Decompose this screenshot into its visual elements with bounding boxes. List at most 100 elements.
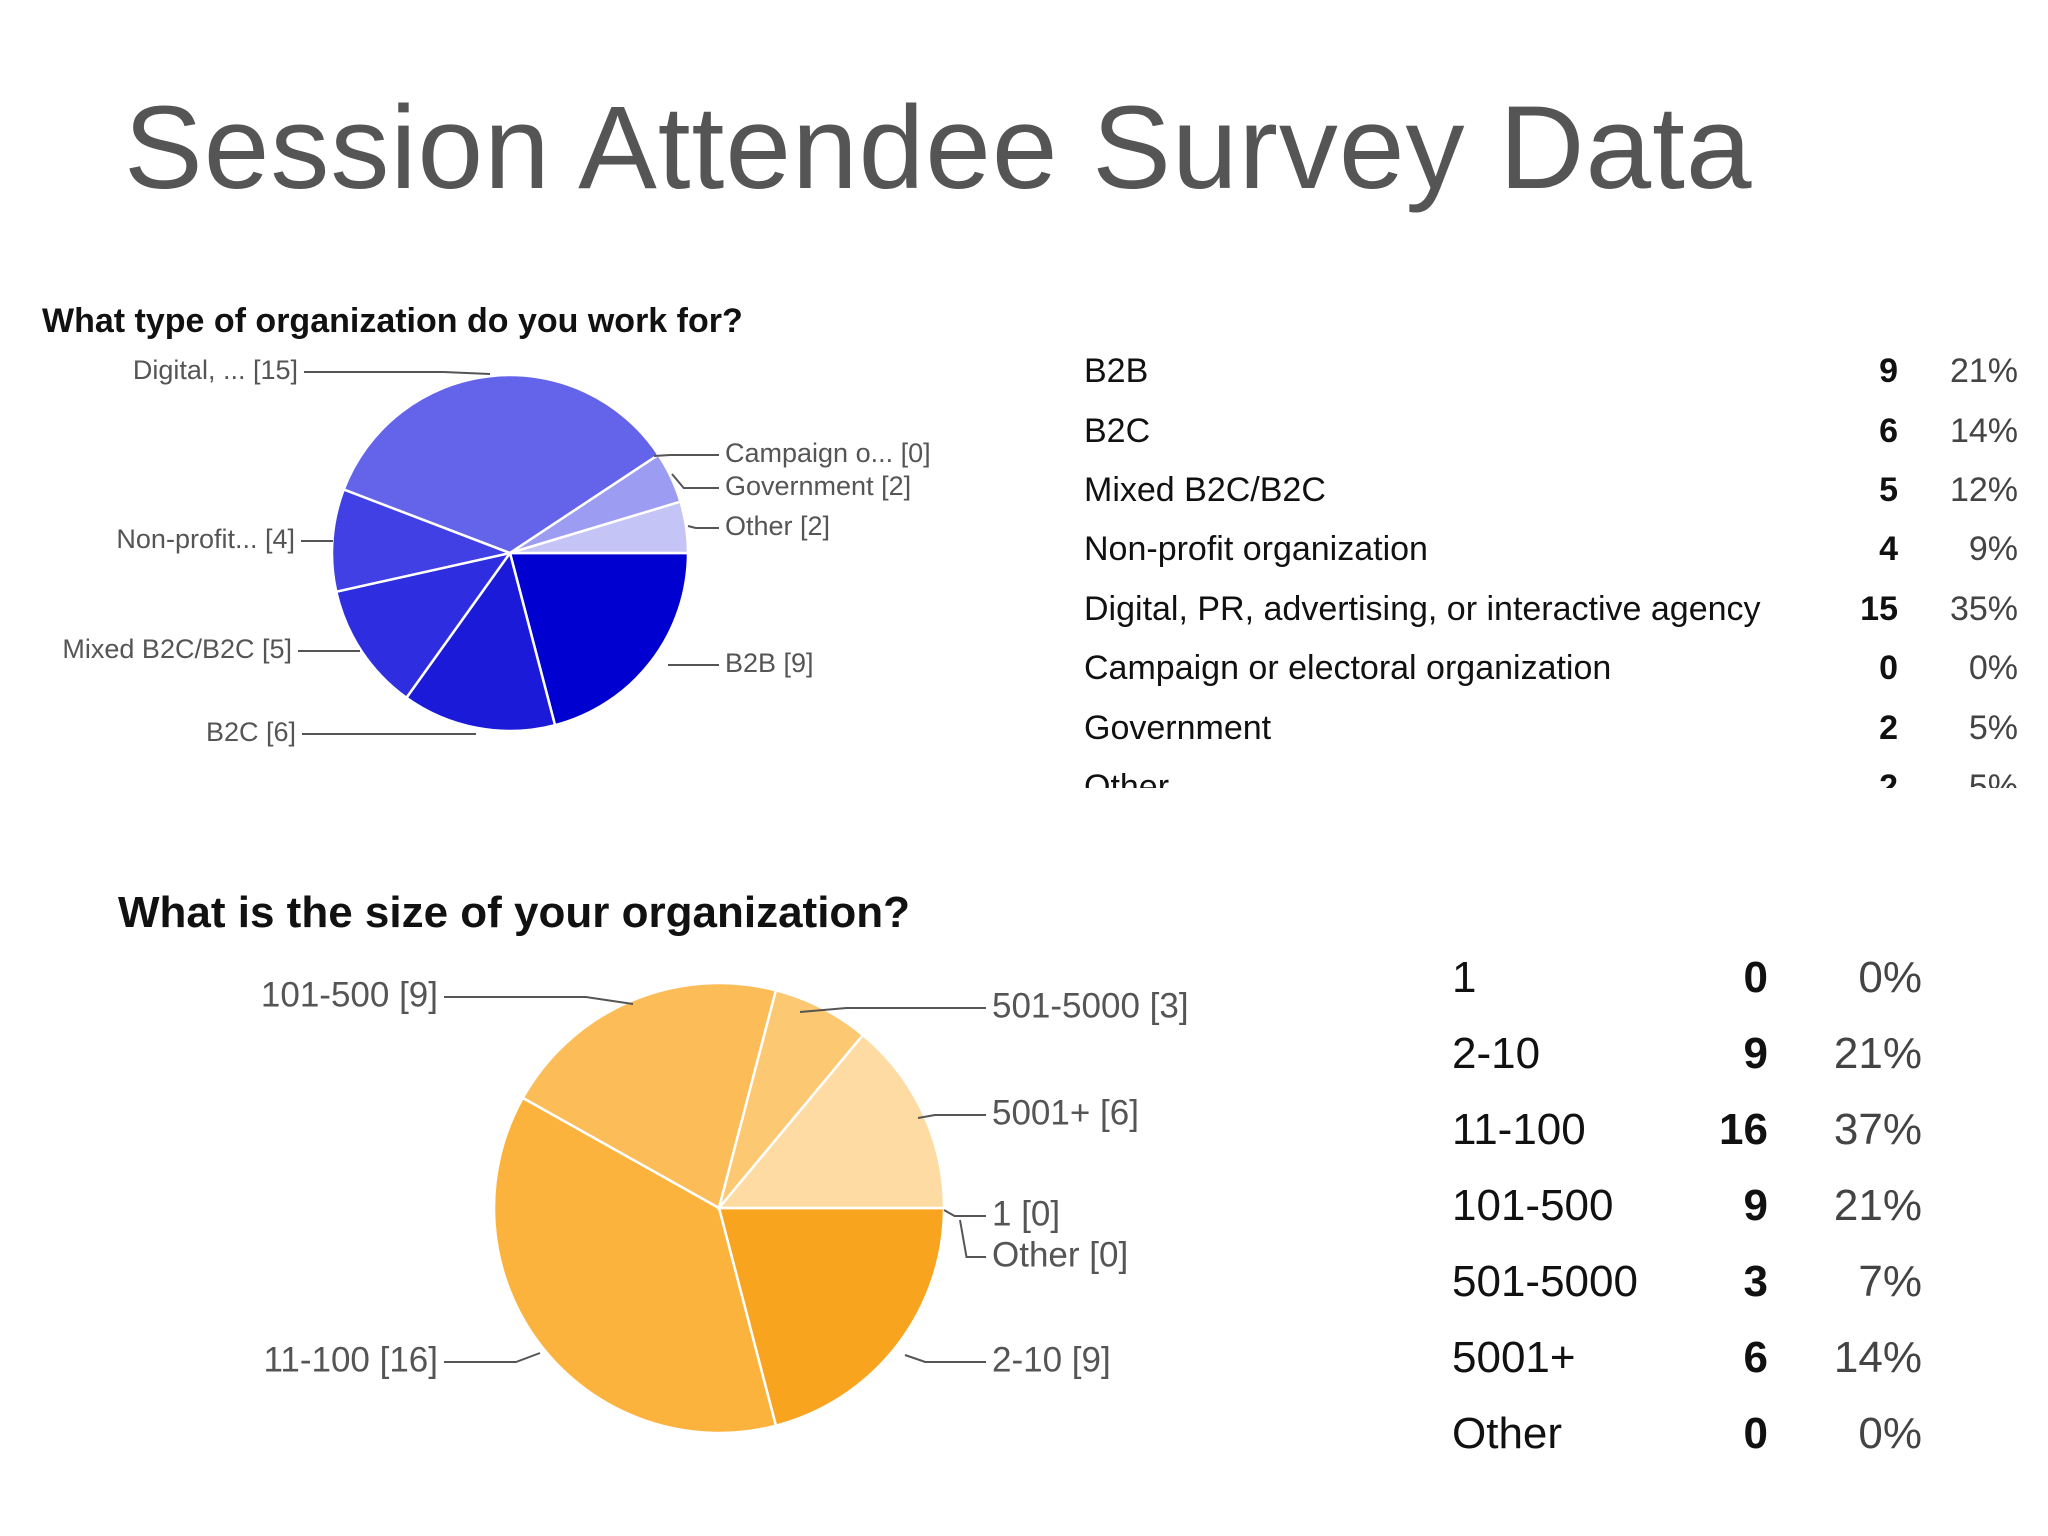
org-size-table-count: 3 — [1743, 1257, 1768, 1306]
org-type-table-row: Mixed B2C/B2C 5 12% — [1084, 461, 2018, 520]
org-size-table-count: 0 — [1743, 953, 1768, 1002]
org-type-leader-line-other — [687, 525, 719, 529]
org-type-chart-title: What type of organization do you work fo… — [42, 302, 743, 340]
org-type-table-row: B2B 9 21% — [1084, 342, 2018, 401]
org-size-table-label: 1 — [1452, 953, 1477, 1002]
org-type-table-label: Campaign or electoral organization — [1084, 649, 1612, 688]
org-size-table-percent: 0% — [1858, 1409, 1922, 1458]
org-size-table-row: 101-500 9 21% — [1452, 1168, 1922, 1244]
org-type-table-percent: 5% — [1968, 767, 2018, 788]
org-size-slice-label-11-100: 11-100 [16] — [264, 1340, 439, 1379]
org-size-table-percent: 14% — [1833, 1333, 1922, 1382]
org-type-table: B2B 9 21% B2C 6 14% Mixed B2C/B2C 5 12% Non-profi… — [1084, 342, 2018, 788]
org-size-table-row: 5001+ 6 14% — [1452, 1320, 1922, 1396]
org-type-table-count: 0 — [1879, 649, 1898, 688]
org-size-table-label: 2-10 — [1452, 1029, 1541, 1078]
org-size-table-percent: 21% — [1833, 1181, 1922, 1230]
org-size-table-label: Other — [1452, 1409, 1563, 1458]
org-size-table-label: 101-500 — [1452, 1181, 1614, 1230]
org-size-table-count: 9 — [1743, 1029, 1768, 1078]
org-size-slice-label-2-10: 2-10 [9] — [992, 1340, 1111, 1379]
org-type-table-row: Non-profit organization 4 9% — [1084, 520, 2018, 579]
org-size-table-row: 2-10 9 21% — [1452, 1016, 1922, 1092]
org-size-leader-line-501-5000 — [799, 1007, 986, 1013]
org-size-table-count: 0 — [1743, 1409, 1768, 1458]
org-size-leader-line-2-10 — [904, 1354, 986, 1363]
org-type-slice-label-b2c: B2C [6] — [206, 717, 296, 747]
org-type-table-count: 9 — [1879, 352, 1898, 391]
org-type-table-percent: 21% — [1949, 352, 2018, 391]
org-size-slice-5001 — [716, 1033, 946, 1210]
org-size-table-row: 11-100 16 37% — [1452, 1092, 1922, 1168]
org-size-leader-line-1 — [943, 1209, 986, 1217]
org-size-slice-2-10 — [717, 1206, 946, 1428]
org-type-slice-digital-pr-advertising-or-interactive-agency — [342, 373, 661, 555]
org-type-table-percent: 35% — [1949, 589, 2018, 628]
org-type-leader-line-government — [671, 473, 719, 489]
org-size-table-label: 501-5000 — [1452, 1257, 1638, 1306]
org-type-table-label: Government — [1084, 708, 1272, 747]
org-type-table-count: 2 — [1879, 767, 1898, 788]
org-type-slice-mixed-b2c-b2c — [334, 551, 513, 700]
org-size-table-percent: 21% — [1833, 1029, 1922, 1078]
org-type-table-label: B2B — [1084, 352, 1149, 391]
org-size-table-row: 501-5000 3 7% — [1452, 1244, 1922, 1320]
org-type-table-label: Non-profit organization — [1084, 530, 1428, 569]
org-size-leader-line-11-100 — [444, 1352, 541, 1363]
org-type-slice-b2b — [508, 551, 690, 727]
org-size-table-count: 9 — [1743, 1181, 1768, 1230]
org-type-table-label: Mixed B2C/B2C — [1084, 470, 1326, 509]
org-size-slice-label-5001: 5001+ [6] — [992, 1093, 1139, 1132]
org-size-table-percent: 37% — [1833, 1105, 1922, 1154]
org-type-leader-line-digital-pr-advertising-or-interactive-agency — [304, 371, 491, 375]
org-size-table: 1 0 0% 2-10 9 21% 11-100 16 37% 101-500 9 21% 501-50… — [1452, 940, 1922, 1470]
org-size-slice-label-501-5000: 501-5000 [3] — [992, 986, 1189, 1025]
org-size-table-row: Other 0 0% — [1452, 1396, 1922, 1470]
org-size-leader-line-101-500 — [444, 996, 634, 1005]
org-type-slice-label-campaign-or-electoral-organization: Campaign o... [0] — [725, 438, 931, 468]
org-type-slice-label-digital-pr-advertising-or-interactive-agency: Digital, ... [15] — [133, 355, 298, 385]
org-type-leader-line-campaign-or-electoral-organization — [653, 454, 719, 457]
org-size-table-percent: 7% — [1858, 1257, 1922, 1306]
org-type-table-percent: 9% — [1968, 530, 2018, 569]
org-size-table-label: 11-100 — [1452, 1105, 1586, 1154]
org-type-table-count: 4 — [1879, 530, 1898, 569]
org-type-slice-label-b2b: B2B [9] — [725, 648, 814, 678]
org-type-table-percent: 14% — [1949, 411, 2018, 450]
org-type-table-count: 6 — [1879, 411, 1898, 450]
org-type-table-percent: 5% — [1968, 708, 2018, 747]
org-type-table-row: Government 2 5% — [1084, 698, 2018, 757]
org-size-table-count: 6 — [1743, 1333, 1768, 1382]
org-type-pie-chart: B2B [9] B2C [6] Mixed B2C/B2C [5] Non-profi… — [62, 355, 931, 747]
org-type-slice-label-mixed-b2c-b2c: Mixed B2C/B2C [5] — [62, 634, 292, 664]
org-type-slice-label-non-profit-organization: Non-profit... [4] — [116, 524, 295, 554]
org-type-table-count: 2 — [1879, 708, 1898, 747]
org-type-slice-label-other: Other [2] — [725, 511, 830, 541]
org-size-table-row: 1 0 0% — [1452, 940, 1922, 1016]
org-size-slice-label-1: 1 [0] — [992, 1194, 1060, 1233]
slide-title: Session Attendee Survey Data — [124, 82, 1753, 214]
org-type-table-row: B2C 6 14% — [1084, 401, 2018, 460]
org-type-table-label: Digital, PR, advertising, or interactive… — [1084, 589, 1761, 628]
org-type-table-percent: 0% — [1968, 649, 2018, 688]
org-type-table-count: 15 — [1860, 589, 1898, 628]
org-type-table-container: B2B 9 21% B2C 6 14% Mixed B2C/B2C 5 12% Non-profi… — [1084, 342, 2048, 788]
org-size-table-container: 1 0 0% 2-10 9 21% 11-100 16 37% 101-500 9 21% 501-50… — [1452, 940, 2048, 1470]
org-size-leader-line-5001 — [917, 1114, 986, 1119]
org-size-slice-101-500 — [521, 981, 778, 1210]
org-size-table-label: 5001+ — [1452, 1333, 1576, 1382]
org-type-table-label: Other — [1084, 767, 1170, 788]
org-type-table-row: Other 2 5% — [1084, 758, 2018, 788]
org-size-table-percent: 0% — [1858, 953, 1922, 1002]
org-size-slice-label-101-500: 101-500 [9] — [261, 975, 438, 1014]
org-type-slice-label-government: Government [2] — [725, 471, 911, 501]
org-size-table-count: 16 — [1719, 1105, 1768, 1154]
org-type-table-row: Digital, PR, advertising, or interactive… — [1084, 580, 2018, 639]
org-type-table-percent: 12% — [1949, 470, 2018, 509]
org-type-table-row: Campaign or electoral organization 0 0% — [1084, 639, 2018, 698]
org-size-chart-title: What is the size of your organization? — [118, 888, 911, 937]
org-size-slice-label-other: Other [0] — [992, 1235, 1128, 1274]
org-type-slice-other — [509, 500, 690, 555]
org-type-slice-b2c — [404, 550, 557, 733]
